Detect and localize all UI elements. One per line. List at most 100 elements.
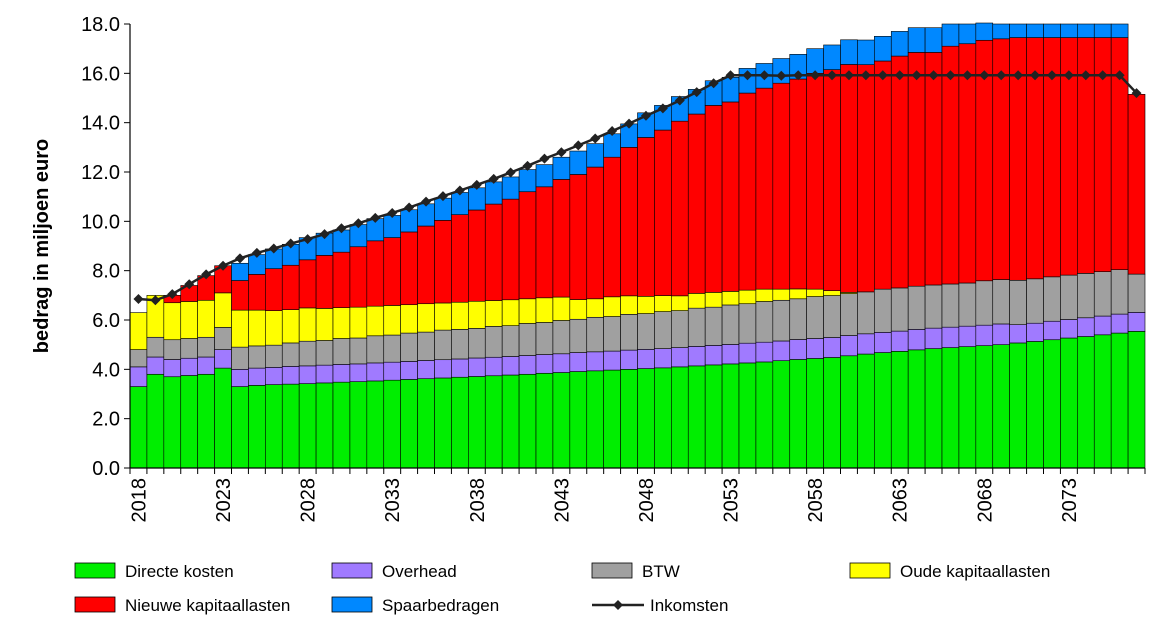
bar-segment-btw bbox=[146, 336, 165, 358]
legend-swatch-overhead bbox=[331, 562, 373, 579]
bar-segment-nieuwe-kapitaallasten bbox=[890, 55, 909, 289]
x-tick-label: 2038 bbox=[467, 478, 489, 523]
line-point-inkomsten bbox=[624, 118, 635, 129]
bar-segment-directe-kosten bbox=[603, 369, 621, 469]
line-point-inkomsten bbox=[928, 70, 939, 81]
bar-segment-overhead bbox=[1009, 324, 1027, 344]
line-point-inkomsten bbox=[793, 70, 804, 81]
bar-segment-btw bbox=[569, 318, 588, 353]
bar-segment-oude-kapitaallasten bbox=[197, 299, 215, 338]
bar-segment-btw bbox=[332, 338, 351, 365]
bar-segment-spaarbedragen bbox=[569, 150, 588, 175]
bar-segment-directe-kosten bbox=[248, 385, 266, 469]
bar-segment-oude-kapitaallasten bbox=[163, 302, 182, 341]
bar-segment-directe-kosten bbox=[687, 365, 706, 469]
bar-segment-directe-kosten bbox=[281, 383, 300, 469]
line-point-inkomsten bbox=[471, 179, 482, 190]
line-point-inkomsten bbox=[302, 234, 313, 245]
bar-segment-directe-kosten bbox=[840, 355, 858, 469]
line-point-inkomsten bbox=[285, 238, 296, 249]
bar-segment-directe-kosten bbox=[298, 383, 317, 469]
bar-segment-directe-kosten bbox=[671, 366, 689, 469]
x-tick-label: 2058 bbox=[805, 478, 827, 523]
line-point-inkomsten bbox=[319, 229, 330, 240]
bar-segment-btw bbox=[806, 296, 824, 339]
bar-segment-oude-kapitaallasten bbox=[789, 288, 807, 300]
line-point-inkomsten bbox=[1131, 88, 1142, 99]
bar-segment-directe-kosten bbox=[484, 375, 503, 469]
bar-segment-nieuwe-kapitaallasten bbox=[823, 69, 841, 291]
x-tick-label: 2043 bbox=[551, 478, 573, 523]
x-tick-label: 2048 bbox=[636, 478, 658, 523]
bar-segment-oude-kapitaallasten bbox=[501, 299, 520, 326]
bar-segment-oude-kapitaallasten bbox=[806, 288, 824, 297]
bar-segment-spaarbedragen bbox=[417, 203, 435, 227]
bar-segment-btw bbox=[231, 346, 249, 370]
bar-segment-oude-kapitaallasten bbox=[281, 309, 300, 344]
bar-segment-spaarbedragen bbox=[332, 229, 351, 253]
bar-segment-overhead bbox=[451, 358, 469, 378]
bar-segment-nieuwe-kapitaallasten bbox=[603, 156, 621, 298]
bar-segment-oude-kapitaallasten bbox=[586, 298, 604, 318]
x-tick-label: 2073 bbox=[1059, 478, 1081, 523]
bar-segment-spaarbedragen bbox=[231, 262, 249, 281]
line-point-inkomsten bbox=[150, 295, 161, 306]
bar-segment-directe-kosten bbox=[518, 373, 537, 469]
bar-segment-spaarbedragen bbox=[806, 48, 824, 74]
bar-segment-overhead bbox=[840, 335, 858, 357]
bar-segment-spaarbedragen bbox=[907, 27, 926, 53]
bar-segment-oude-kapitaallasten bbox=[535, 297, 554, 323]
bar-segment-directe-kosten bbox=[823, 357, 841, 469]
bar-segment-nieuwe-kapitaallasten bbox=[451, 214, 469, 303]
line-point-inkomsten bbox=[843, 70, 854, 81]
legend-label-btw: BTW bbox=[642, 562, 680, 581]
y-tick-label: 0.0 bbox=[92, 458, 120, 480]
line-point-inkomsten bbox=[894, 70, 905, 81]
line-point-inkomsten bbox=[556, 147, 567, 158]
y-axis-ticks: 0.0 2.0 4.0 6.0 8.0 10.0 12.0 14.0 16.0 18.0 bbox=[81, 14, 130, 480]
bar-segment-nieuwe-kapitaallasten bbox=[637, 137, 655, 297]
bar-segment-oude-kapitaallasten bbox=[603, 296, 621, 317]
bar-segment-directe-kosten bbox=[637, 368, 655, 469]
bar-segment-spaarbedragen bbox=[823, 44, 841, 70]
legend: Directe kosten Overhead BTW Oude kapitaalla… bbox=[74, 562, 1050, 615]
bar-segment-oude-kapitaallasten bbox=[451, 301, 469, 330]
bar-segment-nieuwe-kapitaallasten bbox=[518, 191, 537, 300]
bar-segment-oude-kapitaallasten bbox=[214, 292, 232, 328]
line-point-inkomsten bbox=[505, 167, 516, 178]
bar-segment-oude-kapitaallasten bbox=[772, 288, 791, 301]
line-point-inkomsten bbox=[387, 207, 398, 218]
bar-segment-btw bbox=[603, 316, 621, 352]
bar-segment-spaarbedragen bbox=[992, 23, 1010, 40]
bar-segment-oude-kapitaallasten bbox=[265, 310, 283, 346]
bar-segment-oude-kapitaallasten bbox=[366, 305, 385, 337]
line-point-inkomsten bbox=[1046, 70, 1057, 81]
bar-segment-directe-kosten bbox=[434, 377, 452, 469]
line-point-inkomsten bbox=[370, 212, 381, 223]
bar-segment-spaarbedragen bbox=[857, 39, 875, 65]
bar-segment-btw bbox=[941, 283, 960, 328]
bar-segment-spaarbedragen bbox=[721, 76, 740, 103]
bar-segment-btw bbox=[721, 304, 740, 345]
bar-segment-overhead bbox=[332, 364, 351, 383]
line-point-inkomsten bbox=[421, 196, 432, 207]
bar-segment-directe-kosten bbox=[992, 344, 1010, 469]
bar-segment-overhead bbox=[383, 361, 401, 381]
bar-segment-overhead bbox=[874, 332, 892, 353]
legend-swatch-spaarbedragen bbox=[331, 596, 373, 613]
bar-segment-overhead bbox=[1110, 313, 1129, 334]
line-point-inkomsten bbox=[742, 70, 753, 81]
bar-segment-spaarbedragen bbox=[890, 31, 909, 57]
bar-segment-overhead bbox=[231, 369, 249, 387]
x-tick-label: 2063 bbox=[890, 478, 912, 523]
bar-segment-nieuwe-kapitaallasten bbox=[857, 64, 875, 293]
bar-segment-directe-kosten bbox=[180, 375, 198, 469]
bar-segment-oude-kapitaallasten bbox=[400, 304, 418, 334]
line-point-inkomsten bbox=[640, 110, 651, 121]
bar-segment-btw bbox=[535, 322, 554, 355]
bar-segment-overhead bbox=[924, 327, 943, 349]
bar-segment-nieuwe-kapitaallasten bbox=[265, 268, 283, 311]
bar-segment-btw bbox=[857, 291, 875, 335]
line-point-inkomsten bbox=[437, 191, 448, 202]
bar-segment-directe-kosten bbox=[654, 367, 672, 469]
